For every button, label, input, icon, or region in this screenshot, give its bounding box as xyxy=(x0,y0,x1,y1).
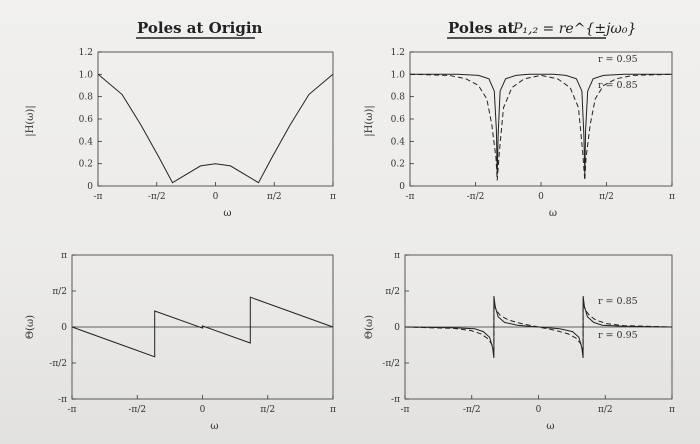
series-line-2 xyxy=(405,303,672,351)
x-tick-label: π xyxy=(669,405,675,415)
y-tick-label: -π xyxy=(58,395,67,405)
x-tick-label: -π/2 xyxy=(467,192,485,202)
y-tick-label: 0 xyxy=(399,182,405,192)
x-tick-label: 0 xyxy=(213,192,219,202)
x-tick-label: -π xyxy=(406,192,415,202)
y-tick-label: 0.8 xyxy=(79,93,94,103)
plot-frame xyxy=(97,51,334,187)
x-tick-label: π/2 xyxy=(599,192,614,202)
y-tick-label: 1.2 xyxy=(391,48,405,58)
x-tick-label: -π/2 xyxy=(128,405,146,415)
panel-magnitude-poles-at-origin: 0 0.2 0.4 0.6 0.8 1.0 1.2 -π -π/2 0 π/2 π |H(ω)| ω xyxy=(25,48,336,219)
y-tick-label: 1.2 xyxy=(79,48,93,58)
y-tick-label: 0 xyxy=(87,182,93,192)
curve-annotation: r = 0.85 xyxy=(598,296,638,307)
curve-annotation: r = 0.95 xyxy=(598,330,638,341)
x-axis-label: ω xyxy=(549,208,557,219)
x-tick-label: π/2 xyxy=(260,405,275,415)
y-tick-label: 0.6 xyxy=(79,115,94,125)
y-tick-label: 0.6 xyxy=(391,115,406,125)
title-pole-formula: P₁,₂ = re^{±jω₀} xyxy=(512,21,636,37)
curve-annotation: r = 0.85 xyxy=(598,80,638,91)
y-tick-label: 0.2 xyxy=(79,160,93,170)
y-tick-label: 0.2 xyxy=(391,160,405,170)
x-tick-label: -π xyxy=(94,192,103,202)
curve-annotation: r = 0.95 xyxy=(598,54,638,65)
plot-frame xyxy=(409,51,673,187)
x-tick-label: -π/2 xyxy=(148,192,166,202)
y-tick-label: 0 xyxy=(394,323,400,333)
x-tick-label: π/2 xyxy=(598,405,613,415)
y-tick-label: -π xyxy=(391,395,400,405)
panel-phase-poles-at-re-jw0: -π -π/2 0 π/2 π -π -π/2 0 π/2 π Θ(ω) ω r = 0.85 r = 0… xyxy=(364,251,675,432)
y-axis-label: |H(ω)| xyxy=(25,105,36,136)
x-axis-label: ω xyxy=(546,421,554,432)
series-line-1 xyxy=(97,73,334,184)
y-tick-label: -π/2 xyxy=(49,359,67,369)
y-tick-label: π/2 xyxy=(385,287,400,297)
y-axis-label: Θ(ω) xyxy=(25,315,36,339)
title-poles-at-origin: Poles at Origin xyxy=(137,19,263,37)
title-poles-at-re: Poles at xyxy=(448,19,515,37)
y-tick-label: 0.8 xyxy=(391,93,406,103)
x-tick-label: -π xyxy=(68,405,77,415)
y-tick-label: π/2 xyxy=(52,287,67,297)
panel-magnitude-poles-at-re-jw0: 0 0.2 0.4 0.6 0.8 1.0 1.2 -π -π/2 0 π/2 π |H(ω)| ω r =… xyxy=(364,48,675,219)
y-tick-label: 0.4 xyxy=(79,137,94,147)
y-tick-label: π xyxy=(61,251,67,261)
y-tick-label: 1.0 xyxy=(79,70,94,80)
x-tick-label: 0 xyxy=(200,405,206,415)
x-tick-label: π xyxy=(330,192,336,202)
y-tick-label: -π/2 xyxy=(382,359,400,369)
x-tick-label: π/2 xyxy=(267,192,282,202)
x-axis-label: ω xyxy=(223,208,231,219)
y-axis-label: |H(ω)| xyxy=(364,105,375,136)
y-tick-label: 0.4 xyxy=(391,137,406,147)
y-tick-label: 0 xyxy=(61,323,67,333)
x-tick-label: π xyxy=(330,405,336,415)
x-tick-label: -π/2 xyxy=(463,405,481,415)
x-tick-label: 0 xyxy=(538,192,544,202)
x-tick-label: π xyxy=(669,192,675,202)
y-tick-label: 1.0 xyxy=(391,70,406,80)
series-line-2 xyxy=(410,73,672,181)
series-line-1 xyxy=(410,73,672,175)
panel-phase-poles-at-origin: -π -π/2 0 π/2 π -π -π/2 0 π/2 π Θ(ω) ω xyxy=(25,251,336,432)
x-axis-label: ω xyxy=(210,421,218,432)
y-axis-label: Θ(ω) xyxy=(364,315,375,339)
series-line-1 xyxy=(71,296,334,358)
x-tick-label: 0 xyxy=(536,405,542,415)
y-tick-label: π xyxy=(394,251,400,261)
x-tick-label: -π xyxy=(401,405,410,415)
